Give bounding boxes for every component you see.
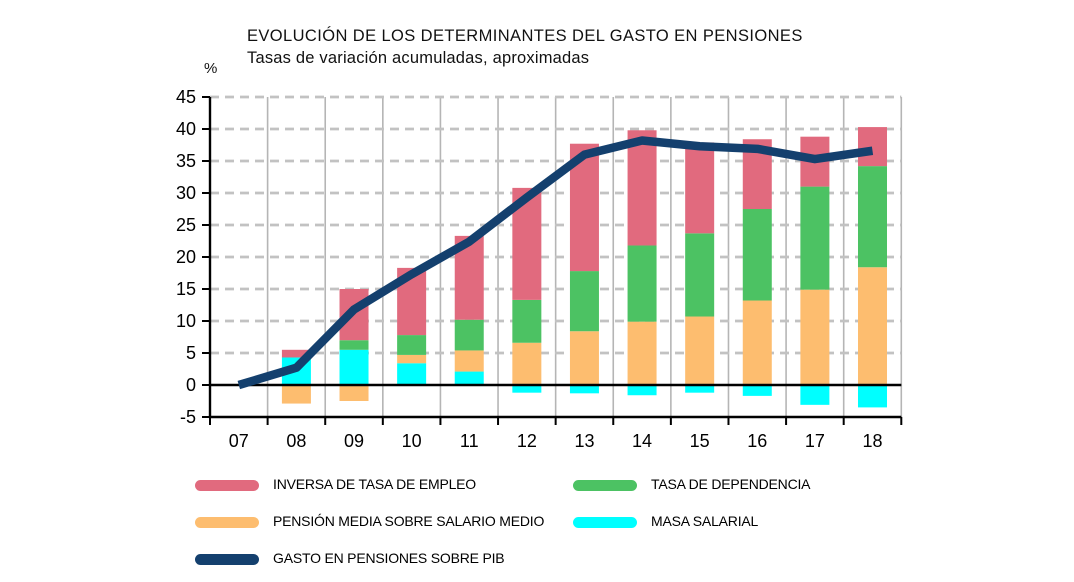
- x-tick-label: 07: [229, 431, 249, 451]
- y-tick-label: 5: [186, 343, 196, 363]
- bar-segment-10: [397, 363, 427, 385]
- bar-segment-11: [454, 350, 484, 372]
- y-tick-label: 10: [176, 311, 196, 331]
- bar-segment-10: [397, 335, 427, 355]
- bar-segment-12: [512, 385, 542, 393]
- x-tick-label: 15: [690, 431, 710, 451]
- bar-segment-10: [397, 354, 427, 364]
- bar-segment-17: [800, 289, 830, 385]
- y-tick-label: 25: [176, 215, 196, 235]
- x-tick-label: 11: [460, 431, 479, 451]
- y-tick-label: 45: [176, 87, 196, 107]
- x-tick-label: 09: [344, 431, 364, 451]
- chart-subtitle: Tasas de variación acumuladas, aproximad…: [247, 49, 590, 67]
- bar-segment-18: [857, 267, 887, 385]
- bar-segment-13: [569, 331, 599, 385]
- bar-segment-09: [339, 385, 369, 401]
- bar-segment-09: [339, 349, 369, 385]
- x-tick-label: 14: [632, 431, 652, 451]
- bar-segment-15: [685, 316, 715, 385]
- bar-segment-12: [512, 299, 542, 343]
- x-tick-label: 17: [805, 431, 825, 451]
- bar-segment-11: [454, 371, 484, 385]
- x-tick-label: 16: [747, 431, 767, 451]
- bar-segment-08: [281, 385, 311, 404]
- x-tick-label: 10: [402, 431, 422, 451]
- bar-segment-15: [685, 142, 715, 234]
- bar-segment-15: [685, 385, 715, 393]
- bar-segment-16: [742, 209, 772, 301]
- bar-segment-14: [627, 130, 657, 246]
- bar-segment-13: [569, 385, 599, 394]
- bar-segment-09: [339, 340, 369, 350]
- bar-segment-12: [512, 342, 542, 385]
- y-tick-label: 35: [176, 151, 196, 171]
- bar-segment-14: [627, 321, 657, 385]
- x-tick-label: 13: [574, 431, 594, 451]
- y-tick-label: 0: [186, 375, 196, 395]
- y-tick-label: 15: [176, 279, 196, 299]
- x-tick-label: 08: [286, 431, 306, 451]
- bar-segment-18: [857, 385, 887, 408]
- x-tick-label: 12: [517, 431, 537, 451]
- bar-segment-18: [857, 166, 887, 268]
- bar-segment-08: [281, 349, 311, 358]
- y-axis-unit-label: %: [204, 60, 218, 77]
- bar-segment-16: [742, 300, 772, 385]
- bar-segment-17: [800, 186, 830, 290]
- bar-segment-13: [569, 271, 599, 332]
- y-tick-label: 40: [176, 119, 196, 139]
- bar-segment-14: [627, 385, 657, 396]
- bar-segment-11: [454, 319, 484, 351]
- pensions-over-gdp-line: [237, 136, 874, 390]
- bar-segment-16: [742, 385, 772, 396]
- bar-segment-18: [857, 127, 887, 167]
- y-tick-label: 20: [176, 247, 196, 267]
- y-tick-label: -5: [180, 407, 196, 427]
- x-tick-label: 18: [862, 431, 882, 451]
- chart-title: EVOLUCIÓN DE LOS DETERMINANTES DEL GASTO…: [247, 27, 803, 45]
- y-tick-label: 30: [176, 183, 196, 203]
- bar-segment-14: [627, 245, 657, 322]
- bar-segment-17: [800, 385, 830, 405]
- bar-segment-15: [685, 233, 715, 317]
